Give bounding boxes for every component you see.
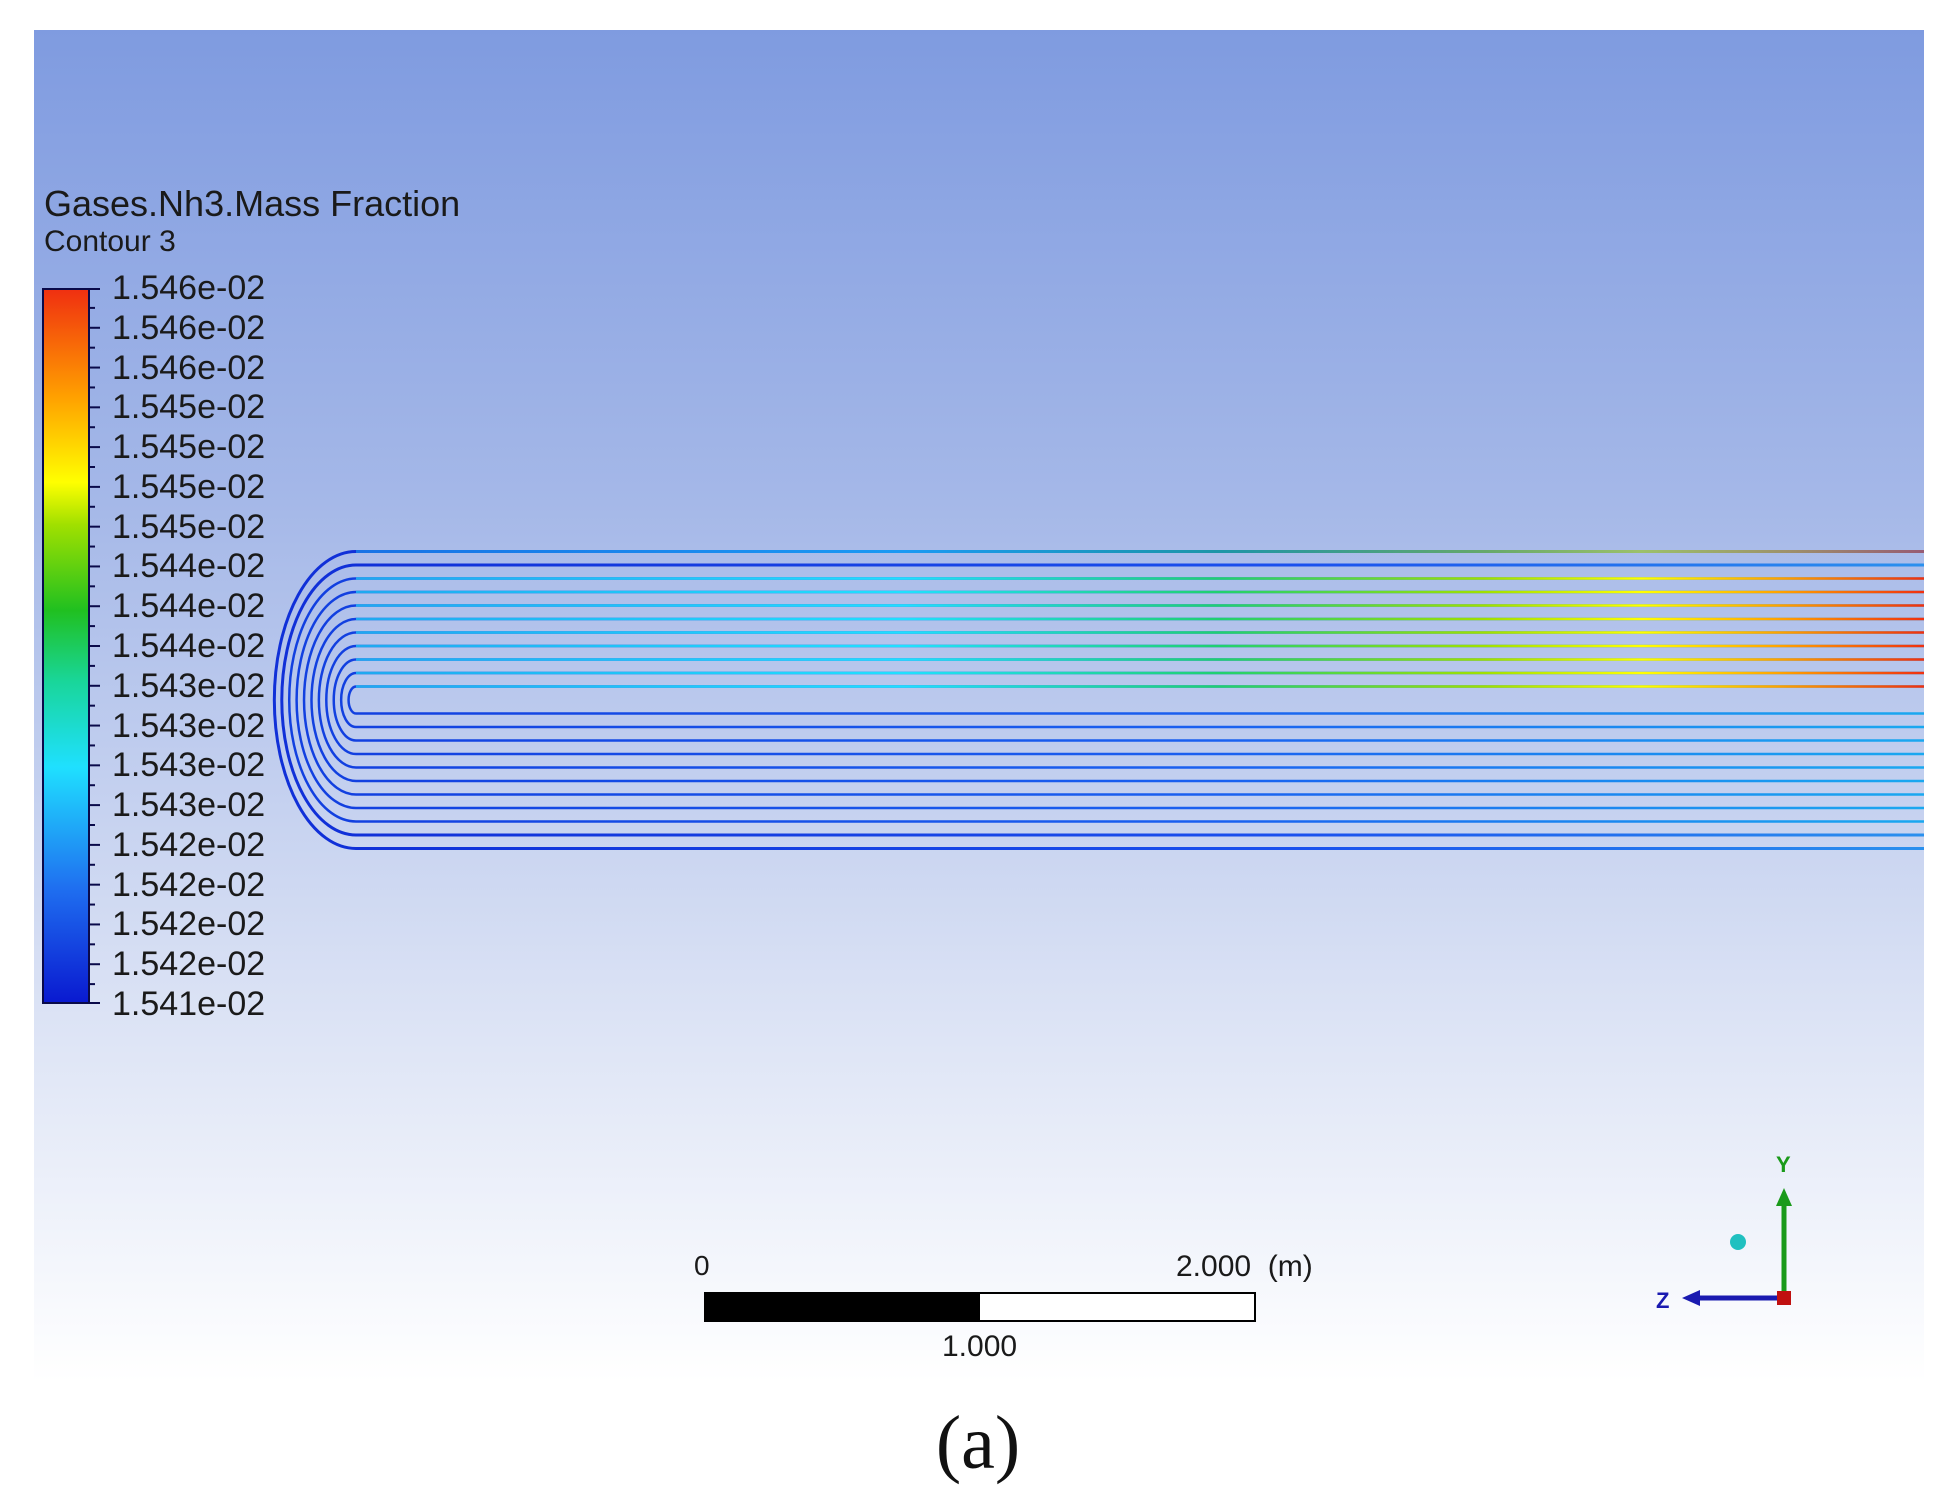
- axis-y-arrow: [1776, 1188, 1792, 1206]
- cfd-viewport: Gases.Nh3.Mass Fraction Contour 3 1.546e…: [34, 30, 1924, 1382]
- legend-labels: 1.546e-02 1.546e-02 1.546e-02 1.545e-02 1.54…: [112, 271, 372, 1021]
- streamline: [302, 604, 1924, 796]
- scale-max-label: 2.000 (m): [1176, 1250, 1313, 1284]
- streamline: [280, 563, 1924, 837]
- legend-label: 1.541e-02: [112, 985, 266, 1023]
- legend-ticks: [90, 288, 100, 1004]
- legend-label: 1.546e-02: [112, 348, 266, 387]
- legend-label: 1.545e-02: [112, 467, 266, 506]
- axis-triad: Y Z: [1656, 1152, 1792, 1310]
- legend-label: 1.545e-02: [112, 428, 266, 467]
- legend-label: 1.542e-02: [112, 825, 266, 864]
- legend-label: 1.544e-02: [112, 547, 266, 586]
- streamline: [339, 671, 1924, 729]
- axis-origin-marker: [1777, 1291, 1791, 1305]
- streamline: [295, 590, 1924, 810]
- streamline: [332, 658, 1924, 742]
- legend-label: 1.542e-02: [112, 945, 266, 984]
- legend-label: 1.546e-02: [112, 308, 266, 347]
- streamline-plot: [272, 550, 1924, 850]
- legend-label: 1.543e-02: [112, 666, 266, 705]
- scale-unit: (m): [1267, 1250, 1313, 1283]
- legend-label: 1.545e-02: [112, 507, 266, 546]
- axis-x-marker: [1730, 1234, 1746, 1250]
- legend-label: 1.545e-02: [112, 388, 266, 427]
- legend-label: 1.543e-02: [112, 746, 266, 785]
- legend-label: 1.544e-02: [112, 627, 266, 665]
- streamline: [310, 617, 1924, 783]
- legend-label: 1.542e-02: [112, 865, 266, 904]
- axis-y-label: Y: [1776, 1152, 1791, 1177]
- legend-title: Gases.Nh3.Mass Fraction: [44, 183, 461, 224]
- axis-z-arrow: [1682, 1290, 1700, 1306]
- streamline: [272, 550, 1924, 850]
- streamline: [287, 577, 1924, 823]
- streamline: [347, 685, 1924, 715]
- streamline: [317, 631, 1924, 769]
- scale-mid-label: 1.000: [942, 1330, 1018, 1363]
- legend-label: 1.543e-02: [112, 706, 266, 745]
- legend-colorbar: [42, 288, 90, 1004]
- streamline: [325, 644, 1924, 756]
- legend-label: 1.544e-02: [112, 587, 266, 626]
- scale-zero-label: 0: [694, 1250, 710, 1281]
- scale-bar: [704, 1292, 1256, 1322]
- legend-label: 1.543e-02: [112, 786, 266, 825]
- scale-bar-fill: [706, 1294, 980, 1320]
- figure-label: (a): [935, 1401, 1021, 1485]
- legend-label: 1.546e-02: [112, 269, 266, 307]
- legend-label: 1.542e-02: [112, 905, 266, 944]
- scale-max-value: 2.000: [1176, 1250, 1252, 1283]
- axis-z-label: Z: [1656, 1288, 1669, 1310]
- legend-subtitle: Contour 3: [44, 225, 176, 258]
